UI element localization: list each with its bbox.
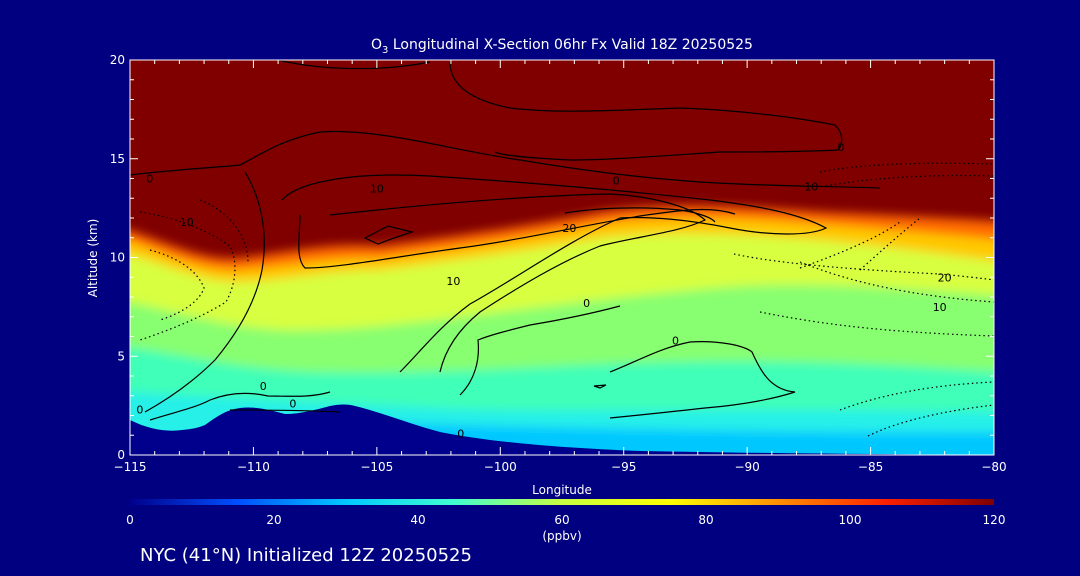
y-tick-label: 20	[110, 53, 125, 67]
x-tick-label: −85	[858, 460, 883, 474]
colorbar-unit-label: (ppbv)	[542, 529, 581, 543]
plot-area: 0 10 10 20 0 10 0 10 0 0 20 10 0 0 0 0	[130, 60, 994, 455]
contour-label: 0	[260, 380, 267, 393]
x-tick-label: −100	[484, 460, 517, 474]
contour-label: 10	[804, 180, 818, 193]
contour-label: 10	[370, 182, 384, 195]
colorbar-tick-label: 20	[266, 513, 281, 527]
colorbar	[130, 499, 994, 505]
x-axis-label: Longitude	[532, 483, 592, 497]
colorbar-tick-label: 0	[126, 513, 134, 527]
contour-label: 0	[837, 141, 844, 154]
contour-label: 0	[457, 427, 464, 440]
contour-label: 0	[146, 173, 153, 186]
x-tick-label: −95	[611, 460, 636, 474]
contour-label: 10	[180, 216, 194, 229]
ozone-field	[130, 205, 994, 455]
contour-label: 0	[672, 334, 679, 347]
contour-label: 20	[938, 271, 952, 284]
y-axis-label: Altitude (km)	[86, 219, 100, 298]
x-tick-label: −110	[237, 460, 270, 474]
colorbar-tick-label: 100	[839, 513, 862, 527]
y-axis: 0 5 10 15 20	[110, 53, 994, 462]
dotted-contours	[139, 162, 994, 437]
colorbar-tick-label: 120	[983, 513, 1006, 527]
y-tick-label: 0	[117, 448, 125, 462]
y-tick-label: 5	[117, 349, 125, 363]
x-tick-label: −80	[981, 460, 1006, 474]
footer-text: NYC (41°N) Initialized 12Z 20250525	[140, 545, 472, 566]
contour-label: 20	[562, 222, 576, 235]
contour-label: 0	[583, 297, 590, 310]
y-tick-label: 10	[110, 251, 125, 265]
contour-lines	[130, 60, 881, 421]
chart-title: O3 Longitudinal X-Section 06hr Fx Valid …	[371, 37, 753, 56]
contour-label: 10	[933, 301, 947, 314]
colorbar-tick-label: 40	[410, 513, 425, 527]
x-axis: −115 −110 −105 −100 −95 −90 −85 −80	[114, 60, 1007, 474]
contour-label: 0	[613, 174, 620, 187]
colorbar-tick-label: 60	[554, 513, 569, 527]
contour-labels: 0 10 10 20 0 10 0 10 0 0 20 10 0 0 0 0	[136, 141, 951, 440]
y-tick-label: 15	[110, 152, 125, 166]
x-tick-label: −90	[734, 460, 759, 474]
contour-label: 10	[446, 275, 460, 288]
contour-label: 0	[289, 398, 296, 411]
colorbar-tick-label: 80	[698, 513, 713, 527]
terrain-mask	[130, 404, 994, 455]
x-tick-label: −105	[360, 460, 393, 474]
colorbar-ticks: 0 20 40 60 80 100 120	[126, 513, 1005, 527]
contour-label: 0	[136, 404, 143, 417]
x-tick-label: −115	[114, 460, 147, 474]
